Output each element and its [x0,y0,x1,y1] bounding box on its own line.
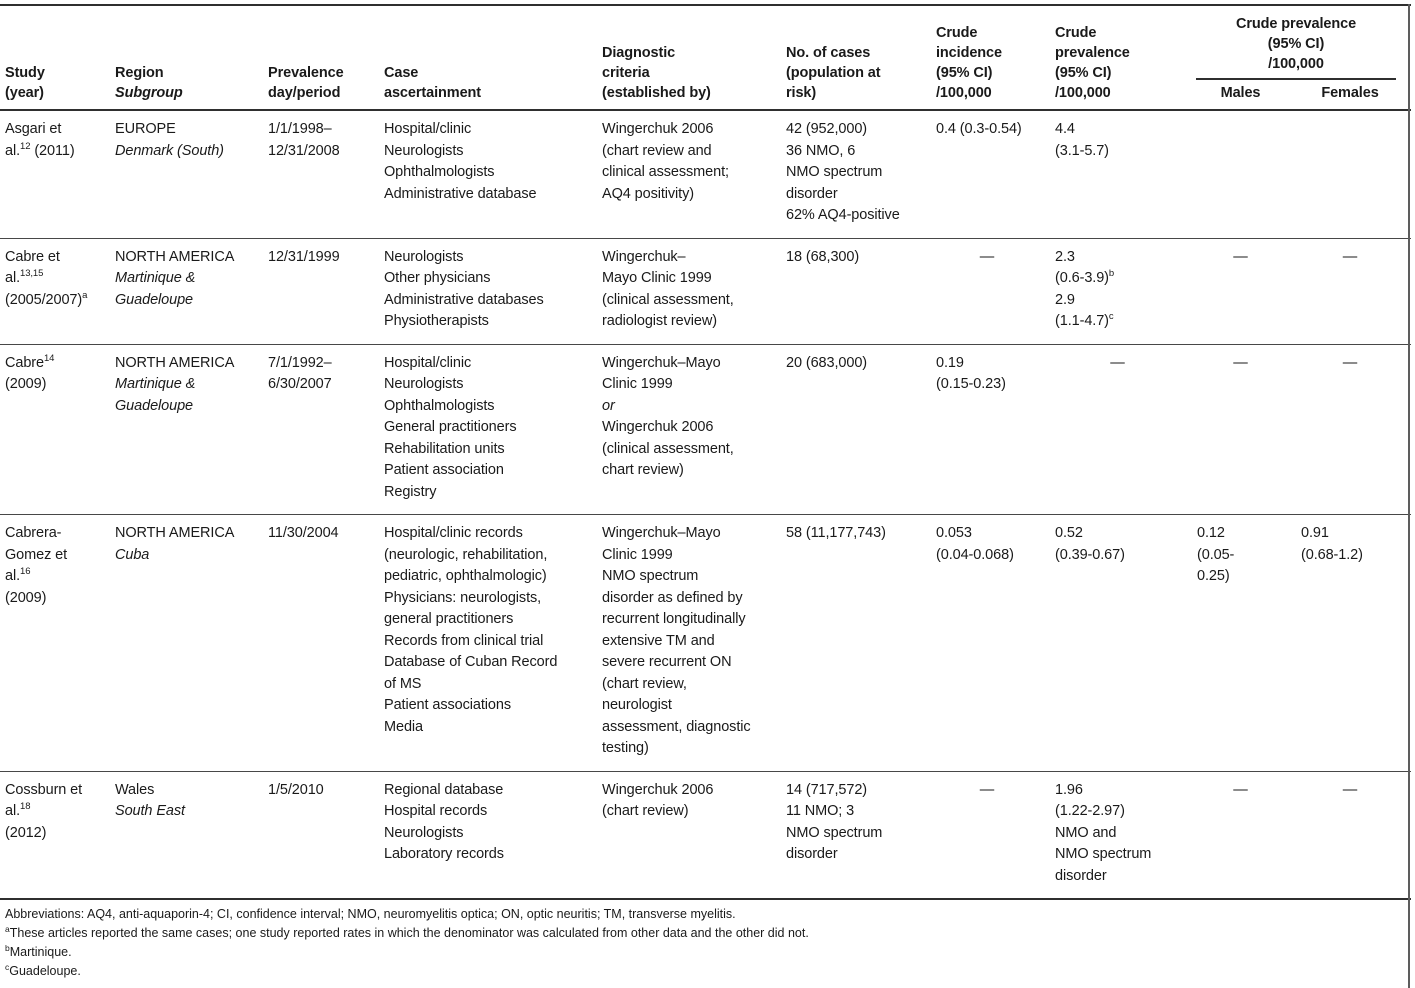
cell-cabre-2009-study: Cabre14 (2009) [5,352,55,392]
cell-cossburn-2012-males: — [1233,781,1248,798]
column-header-females: Females [1296,80,1411,111]
cell-cabrera-gomez-2009-no-of-cases: 58 (11,177,743) [786,525,886,541]
table-footnotes: Abbreviations: AQ4, anti-aquaporin-4; CI… [5,905,1415,981]
cell-cabre-2005-2007-prevalence-day: 12/31/1999 [268,248,340,265]
cell-cabre-2009-case-ascertainment: Hospital/clinic Neurologists Ophthalmologi… [384,354,517,500]
column-header-crude-prevalence: Crude prevalence (95% CI)/100,000 [1050,5,1192,111]
cell-cabre-2005-2007-study: Cabre et al.13,15 (2005/2007)a [5,248,88,308]
cell-cabre-2005-2007-males: — [1233,248,1248,265]
cell-asgari-2011-females [1296,110,1411,238]
spanner-rule [1196,78,1396,80]
cell-cabrera-gomez-2009-prevalence-day: 11/30/2004 [268,525,339,541]
cell-asgari-2011-crude-incidence: 0.4 (0.3-0.54) [936,121,1022,137]
cell-cabre-2005-2007-crude-prevalence: 2.3 (0.6-3.9)b 2.9 (1.1-4.7)c [1055,248,1115,330]
cell-asgari-2011-study: Asgari et al.12 (2011) [5,121,75,159]
cell-asgari-2011-diagnostic-criteria: Wingerchuk 2006 (chart review and clinical… [602,121,729,202]
cell-asgari-2011-region: EUROPE Denmark (South) [115,121,224,159]
cell-cossburn-2012-crude-prevalence: 1.96 (1.22-2.97) NMO and NMO spectrum disord… [1055,781,1152,884]
column-group-header-crude-prevalence: Crude prevalence (95% CI)/100,000 [1192,5,1411,80]
cell-cossburn-2012-no-of-cases: 14 (717,572) 11 NMO; 3 NMO spectrum disorde… [786,781,883,863]
cell-cabrera-gomez-2009-females: 0.91 (0.68-1.2) [1301,525,1363,563]
cell-cossburn-2012-case-ascertainment: Regional database Hospital records Neurolo… [384,781,504,863]
table-row-cabre-2005-2007: Cabre et al.13,15 (2005/2007)a NORTH AMERIC… [0,238,1411,344]
cell-cossburn-2012-study: Cossburn et al.18 (2012) [5,781,83,841]
cell-cossburn-2012-crude-incidence: — [979,781,995,798]
footnote-line: aThese articles reported the same cases;… [5,923,809,940]
column-header-diagnostic-criteria: Diagnostic criteria (established by) [597,5,781,111]
cell-cabre-2009-prevalence-day: 7/1/1992– 6/30/2007 [268,354,332,393]
cell-cabre-2005-2007-females: — [1342,248,1358,265]
cell-cabre-2009-males: — [1233,354,1248,371]
cell-cabrera-gomez-2009-males: 0.12 (0.05- 0.25) [1197,525,1235,584]
cell-cabre-2009-diagnostic-criteria: Wingerchuk–Mayo Clinic 1999 or Wingerchuk 2… [602,354,734,479]
footnote-line: bMartinique. [5,942,72,959]
footnote-line: cGuadeloupe. [5,961,81,978]
column-header-no-of-cases: No. of cases (population at risk) [781,5,931,111]
table-row-asgari-2011: Asgari et al.12 (2011) EUROPE Denmark (Sout… [0,110,1411,238]
prevalence-incidence-table: Study (year) Region Subgroup Prevalence day/p… [0,4,1411,900]
cell-cabre-2005-2007-no-of-cases: 18 (68,300) [786,248,860,265]
cell-cabrera-gomez-2009-case-ascertainment: Hospital/clinic records (neurologic, reha… [384,525,558,735]
paper-table-page: Study (year) Region Subgroup Prevalence day/p… [0,4,1415,988]
cell-cabrera-gomez-2009-crude-incidence: 0.053 (0.04-0.068) [936,525,1014,563]
page-edge-line [1408,4,1410,988]
column-header-prevalence-day: Prevalence day/period [263,5,379,111]
column-header-study: Study (year) [0,5,110,111]
table-row-cossburn-2012: Cossburn et al.18 (2012) Wales South East 1/5… [0,771,1411,899]
cell-cabre-2005-2007-region: NORTH AMERICA Martinique & Guadeloupe [115,248,235,308]
column-header-region: Region Subgroup [110,5,263,111]
table-row-cabrera-gomez-2009: Cabrera- Gomez et al.16 (2009) NORTH AMERICA… [0,515,1411,771]
cell-asgari-2011-crude-prevalence: 4.4 (3.1-5.7) [1055,121,1109,159]
table-header: Study (year) Region Subgroup Prevalence day/p… [0,5,1411,111]
cell-cabrera-gomez-2009-study: Cabrera- Gomez et al.16 (2009) [5,525,68,606]
cell-cabre-2005-2007-crude-incidence: — [979,248,995,265]
cell-cossburn-2012-diagnostic-criteria: Wingerchuk 2006 (chart review) [602,781,714,820]
cell-cabre-2009-no-of-cases: 20 (683,000) [786,354,868,371]
cell-asgari-2011-prevalence-day: 1/1/1998– 12/31/2008 [268,121,340,159]
cell-cabre-2009-crude-prevalence: — [1110,354,1125,371]
footnote-line: Abbreviations: AQ4, anti-aquaporin-4; CI… [5,907,736,921]
column-header-crude-incidence: Crude incidence (95% CI)/100,000 [931,5,1050,111]
cell-cabre-2005-2007-diagnostic-criteria: Wingerchuk– Mayo Clinic 1999 (clinical ass… [602,248,734,330]
table-row-cabre-2009: Cabre14 (2009) NORTH AMERICA Martinique & Gu… [0,344,1411,515]
cell-cossburn-2012-region: Wales South East [115,781,185,820]
column-header-case-ascertainment: Case ascertainment [379,5,597,111]
cell-asgari-2011-case-ascertainment: Hospital/clinic Neurologists Ophthalmologi… [384,121,537,202]
cell-cabre-2005-2007-case-ascertainment: Neurologists Other physicians Administrati… [384,248,544,330]
cell-cabrera-gomez-2009-crude-prevalence: 0.52 (0.39-0.67) [1055,525,1125,563]
cell-cabrera-gomez-2009-region: NORTH AMERICA Cuba [115,525,235,563]
cell-asgari-2011-males [1192,110,1296,238]
cell-cabre-2009-females: — [1342,354,1358,371]
column-header-males: Males [1192,80,1296,111]
cell-cabre-2009-region: NORTH AMERICA Martinique & Guadeloupe [115,354,235,414]
cell-cabre-2009-crude-incidence: 0.19 (0.15-0.23) [936,354,1006,393]
table-body: Asgari et al.12 (2011) EUROPE Denmark (Sout… [0,110,1411,899]
cell-asgari-2011-no-of-cases: 42 (952,000) 36 NMO, 6 NMO spectrum disorde… [786,121,900,223]
cell-cossburn-2012-females: — [1342,781,1358,798]
cell-cabrera-gomez-2009-diagnostic-criteria: Wingerchuk–Mayo Clinic 1999 NMO spectrum di… [602,525,751,756]
cell-cossburn-2012-prevalence-day: 1/5/2010 [268,781,324,798]
